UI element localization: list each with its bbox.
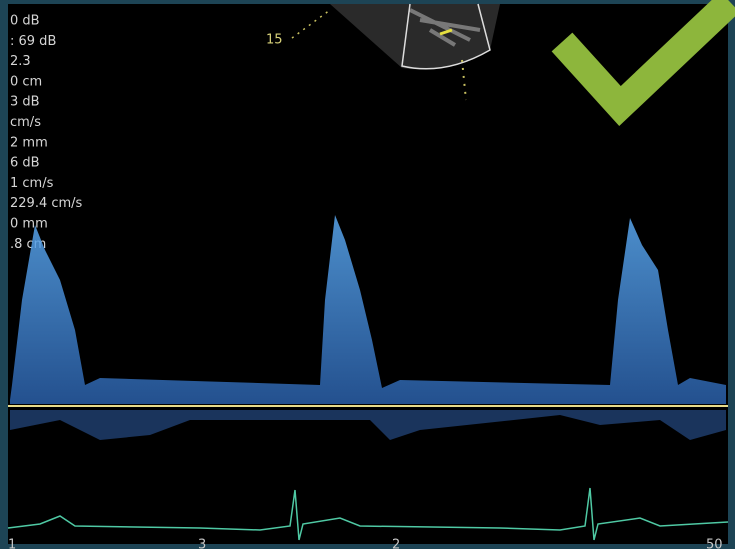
parameter: 2 mm <box>10 135 48 150</box>
doppler-spectrum <box>10 215 726 440</box>
time-axis: 1 3 2 50 <box>8 538 723 549</box>
depth-label: 15 <box>266 33 283 48</box>
time-label: 1 <box>8 538 16 549</box>
parameter: 0 mm <box>10 217 48 232</box>
parameter: 3 dB <box>10 95 40 110</box>
parameter-list: 0 dB : 69 dB 2.3 0 cm 3 dB cm/s 2 mm 6 dB 1 cm/s… <box>10 14 83 252</box>
parameter: 0 dB <box>10 14 40 29</box>
display <box>8 4 728 544</box>
parameter: 1 cm/s <box>10 176 54 191</box>
time-label: 3 <box>198 538 206 549</box>
parameter: 229.4 cm/s <box>10 196 83 211</box>
parameter: 0 cm <box>10 74 42 89</box>
parameter: 6 dB <box>10 156 40 171</box>
sector-image <box>291 3 500 101</box>
parameter: : 69 dB <box>10 34 56 49</box>
time-label: 50 <box>706 538 723 549</box>
parameter: 2.3 <box>10 54 31 69</box>
checkmark <box>551 0 735 126</box>
ecg-trace <box>7 487 729 541</box>
parameter: cm/s <box>10 115 41 130</box>
time-label: 2 <box>392 538 400 549</box>
